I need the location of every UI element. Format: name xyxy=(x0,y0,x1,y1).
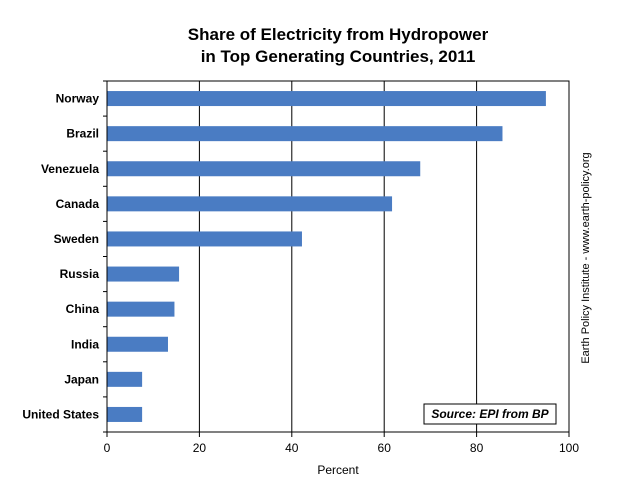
category-label-brazil: Brazil xyxy=(66,127,99,141)
bar-sweden xyxy=(107,231,302,247)
bar-india xyxy=(107,336,168,352)
x-tick-label-20: 20 xyxy=(193,441,207,455)
bars xyxy=(107,91,546,422)
x-tick-label-80: 80 xyxy=(470,441,484,455)
bar-venezuela xyxy=(107,161,421,177)
chart-title-line-2: in Top Generating Countries, 2011 xyxy=(200,47,476,66)
x-tick-label-40: 40 xyxy=(285,441,299,455)
bar-china xyxy=(107,301,175,317)
category-label-norway: Norway xyxy=(56,92,100,106)
chart-title: Share of Electricity from Hydropower in … xyxy=(107,24,569,68)
category-label-japan: Japan xyxy=(64,372,99,386)
chart-title-line-1: Share of Electricity from Hydropower xyxy=(187,25,489,44)
bar-brazil xyxy=(107,126,503,142)
category-label-sweden: Sweden xyxy=(54,232,99,246)
category-label-china: China xyxy=(66,302,100,316)
x-tick-label-60: 60 xyxy=(378,441,392,455)
bar-united-states xyxy=(107,406,143,422)
source-box-border xyxy=(423,403,557,425)
category-label-canada: Canada xyxy=(56,197,100,211)
labels: Norway Brazil Venezuela Canada Sweden Russia C… xyxy=(22,92,579,455)
plot-frame xyxy=(106,80,570,433)
category-label-india: India xyxy=(71,337,99,351)
x-tick-label-100: 100 xyxy=(559,441,579,455)
source-text: Source: EPI from BP xyxy=(431,407,549,421)
x-axis-title: Percent xyxy=(317,463,359,477)
category-label-venezuela: Venezuela xyxy=(41,162,99,176)
bar-japan xyxy=(107,371,143,387)
category-label-russia: Russia xyxy=(60,267,100,281)
bar-russia xyxy=(107,266,180,282)
bar-norway xyxy=(107,91,546,107)
axes xyxy=(103,80,570,437)
side-note: Earth Policy Institute - www.earth-polic… xyxy=(580,152,592,363)
source-box: Source: EPI from BP xyxy=(423,403,557,425)
bar-canada xyxy=(107,196,393,212)
x-tick-label-0: 0 xyxy=(104,441,111,455)
category-label-united-states: United States xyxy=(22,407,99,421)
